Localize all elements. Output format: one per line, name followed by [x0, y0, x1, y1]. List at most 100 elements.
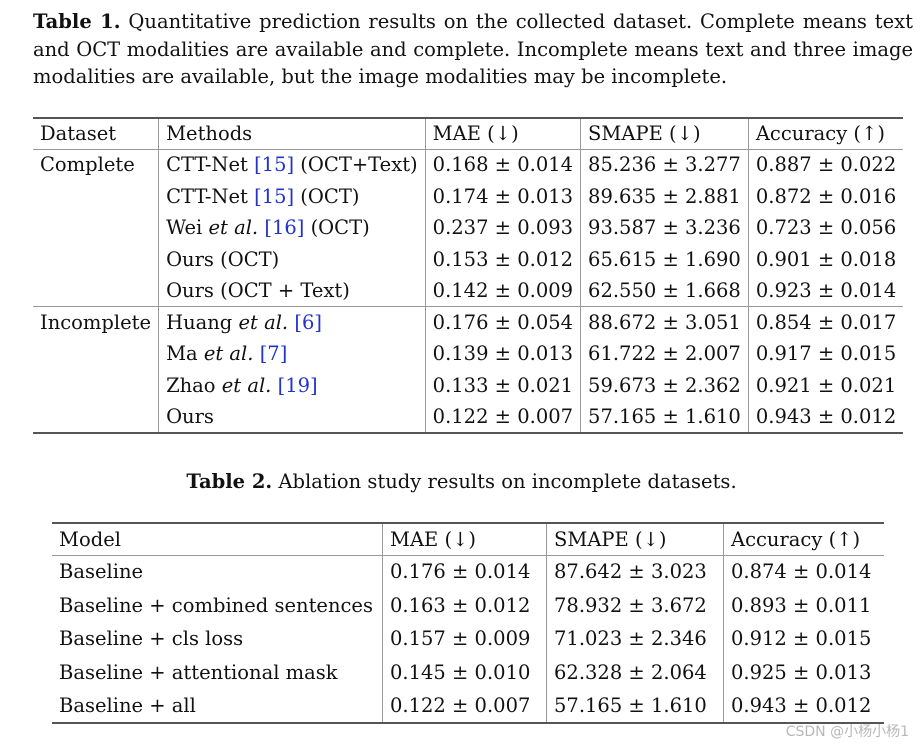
mae-cell: 0.122 ± 0.007 [424, 401, 582, 434]
table1-header-accuracy: Accuracy (↑) [747, 117, 904, 150]
method-modality: (OCT) [294, 184, 360, 208]
method-cell: Ours [158, 401, 426, 434]
method-cell: Ours (OCT + Text) [158, 275, 426, 307]
table-row: Wei et al. [16] (OCT) 0.237 ± 0.093 93.587… [33, 212, 904, 244]
method-modality: (OCT) [304, 216, 370, 239]
table-row: Baseline + attentional mask 0.145 ± 0.010… [52, 656, 884, 690]
smape-cell: 71.023 ± 2.346 [546, 622, 724, 657]
mae-cell: 0.157 ± 0.009 [382, 622, 547, 657]
method-name: Zhao [166, 373, 222, 397]
accuracy-cell: 0.872 ± 0.016 [747, 180, 904, 212]
method-name: Ours (OCT + Text) [166, 278, 350, 302]
mae-cell: 0.133 ± 0.021 [424, 369, 582, 401]
mae-cell: 0.153 ± 0.012 [424, 243, 582, 275]
mae-cell: 0.145 ± 0.010 [382, 656, 547, 690]
method-name: Ma [166, 342, 204, 365]
method-citation: [16] [264, 216, 305, 239]
table1-body: Complete CTT-Net [15] (OCT+Text) 0.168 ± 0… [33, 149, 904, 434]
table2-header-row: Model MAE (↓) SMAPE (↓) Accuracy (↑) [52, 522, 884, 556]
mae-cell: 0.168 ± 0.014 [424, 149, 582, 181]
smape-cell: 61.722 ± 2.007 [580, 338, 749, 370]
dataset-cell [33, 180, 160, 212]
accuracy-cell: 0.923 ± 0.014 [747, 275, 904, 307]
table1-caption-text: Quantitative prediction results on the c… [33, 10, 913, 88]
table2-header-model: Model [52, 522, 383, 556]
mae-cell: 0.174 ± 0.013 [424, 180, 582, 212]
table2-header-accuracy: Accuracy (↑) [723, 522, 884, 556]
table-row: Ours (OCT + Text) 0.142 ± 0.009 62.550 ± 1… [33, 275, 904, 307]
smape-cell: 62.328 ± 2.064 [546, 656, 724, 690]
table-row: Baseline + cls loss 0.157 ± 0.009 71.023 ±… [52, 622, 884, 657]
accuracy-cell: 0.723 ± 0.056 [747, 212, 904, 244]
method-name: CTT-Net [166, 153, 255, 177]
table-row: Baseline 0.176 ± 0.014 87.642 ± 3.023 0.874… [52, 555, 884, 589]
method-etal: et al. [203, 342, 254, 365]
dataset-cell: Complete [33, 149, 160, 181]
table2-caption-text: Ablation study results on incomplete dat… [272, 470, 737, 493]
table-row: Incomplete Huang et al. [6] 0.176 ± 0.054 8… [33, 306, 904, 338]
csdn-watermark: CSDN @小杨小杨1 [785, 724, 909, 740]
dataset-cell [33, 243, 160, 275]
dataset-cell [33, 338, 160, 370]
table1-caption: Table 1. Quantitative prediction results… [33, 8, 913, 91]
method-name: Wei [166, 216, 209, 239]
method-etal: et al. [208, 216, 259, 239]
table-row: Ma et al. [7] 0.139 ± 0.013 61.722 ± 2.007… [33, 338, 904, 370]
method-cell: CTT-Net [15] (OCT+Text) [158, 149, 426, 181]
dataset-cell [33, 275, 160, 307]
smape-cell: 89.635 ± 2.881 [580, 180, 749, 212]
dataset-cell [33, 212, 160, 244]
smape-cell: 87.642 ± 3.023 [546, 555, 724, 589]
method-modality: (OCT+Text) [294, 153, 418, 177]
table-row: Zhao et al. [19] 0.133 ± 0.021 59.673 ± 2.… [33, 369, 904, 401]
table1-header-dataset: Dataset [33, 117, 160, 150]
table2-body: Baseline 0.176 ± 0.014 87.642 ± 3.023 0.874… [52, 555, 884, 725]
accuracy-cell: 0.874 ± 0.014 [723, 555, 884, 589]
accuracy-cell: 0.854 ± 0.017 [747, 306, 904, 338]
method-etal: et al. [238, 310, 289, 334]
table1-header-row: Dataset Methods MAE (↓) SMAPE (↓) Accura… [33, 117, 904, 150]
table2: Model MAE (↓) SMAPE (↓) Accuracy (↑) Bas… [52, 522, 884, 725]
dataset-cell [33, 369, 160, 401]
table-row: Baseline + combined sentences 0.163 ± 0.0… [52, 588, 884, 623]
method-cell: Ours (OCT) [158, 243, 426, 275]
smape-cell: 57.165 ± 1.610 [546, 689, 724, 725]
method-name: CTT-Net [166, 184, 255, 208]
method-citation: [7] [259, 342, 288, 365]
table2-caption: Table 2. Ablation study results on incom… [0, 470, 923, 493]
accuracy-cell: 0.943 ± 0.012 [723, 689, 884, 725]
table-row: Complete CTT-Net [15] (OCT+Text) 0.168 ± 0… [33, 149, 904, 181]
accuracy-cell: 0.893 ± 0.011 [723, 588, 884, 623]
accuracy-cell: 0.925 ± 0.013 [723, 656, 884, 690]
method-etal: et al. [221, 373, 272, 397]
method-citation: [6] [294, 310, 322, 334]
table-row: Ours 0.122 ± 0.007 57.165 ± 1.610 0.943 ± 0… [33, 401, 904, 434]
mae-cell: 0.176 ± 0.014 [382, 555, 547, 589]
smape-cell: 65.615 ± 1.690 [580, 243, 749, 275]
method-cell: Wei et al. [16] (OCT) [158, 212, 426, 244]
smape-cell: 85.236 ± 3.277 [580, 149, 749, 181]
mae-cell: 0.142 ± 0.009 [424, 275, 582, 307]
table-row: Ours (OCT) 0.153 ± 0.012 65.615 ± 1.690 0.9… [33, 243, 904, 275]
accuracy-cell: 0.912 ± 0.015 [723, 622, 884, 657]
table-row: Baseline + all 0.122 ± 0.007 57.165 ± 1.61… [52, 689, 884, 725]
model-cell: Baseline + combined sentences [52, 588, 383, 623]
smape-cell: 57.165 ± 1.610 [580, 401, 749, 434]
model-cell: Baseline + cls loss [52, 622, 383, 657]
table1: Dataset Methods MAE (↓) SMAPE (↓) Accura… [33, 117, 904, 434]
mae-cell: 0.139 ± 0.013 [424, 338, 582, 370]
method-name: Ours (OCT) [166, 247, 280, 271]
accuracy-cell: 0.901 ± 0.018 [747, 243, 904, 275]
dataset-cell [33, 401, 160, 434]
dataset-cell: Incomplete [33, 306, 160, 338]
table2-header-mae: MAE (↓) [382, 522, 547, 556]
smape-cell: 88.672 ± 3.051 [580, 306, 749, 338]
table2-header-smape: SMAPE (↓) [546, 522, 724, 556]
method-cell: Zhao et al. [19] [158, 369, 426, 401]
accuracy-cell: 0.921 ± 0.021 [747, 369, 904, 401]
method-name: Ours [166, 404, 214, 428]
mae-cell: 0.176 ± 0.054 [424, 306, 582, 338]
model-cell: Baseline + all [52, 689, 383, 725]
method-cell: Ma et al. [7] [158, 338, 426, 370]
method-citation: [15] [254, 153, 295, 177]
